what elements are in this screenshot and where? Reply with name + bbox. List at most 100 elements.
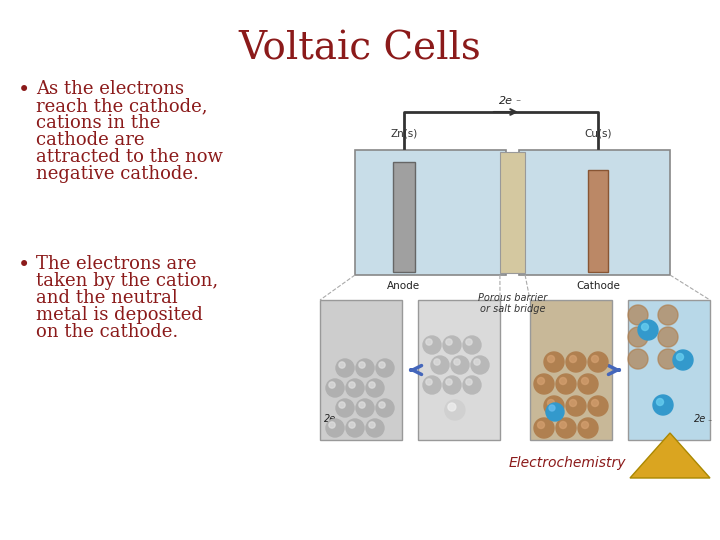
Circle shape xyxy=(463,376,481,394)
Circle shape xyxy=(556,418,576,438)
Circle shape xyxy=(578,374,598,394)
Circle shape xyxy=(628,349,648,369)
Circle shape xyxy=(376,359,394,377)
Text: Zn(s): Zn(s) xyxy=(390,128,418,138)
Circle shape xyxy=(566,396,586,416)
Circle shape xyxy=(329,422,335,428)
Bar xyxy=(355,150,506,275)
Circle shape xyxy=(326,379,344,397)
Circle shape xyxy=(474,359,480,365)
Circle shape xyxy=(658,327,678,347)
Bar xyxy=(519,150,670,275)
Text: Voltaic Cells: Voltaic Cells xyxy=(238,30,482,67)
Text: 2e: 2e xyxy=(499,96,513,106)
Text: negative cathode.: negative cathode. xyxy=(36,165,199,183)
Circle shape xyxy=(336,359,354,377)
Text: The electrons are: The electrons are xyxy=(36,255,197,273)
Circle shape xyxy=(546,403,564,421)
Circle shape xyxy=(556,374,576,394)
Text: ⁻: ⁻ xyxy=(708,417,712,426)
Circle shape xyxy=(538,422,544,429)
Text: 2e: 2e xyxy=(694,414,706,424)
Circle shape xyxy=(534,418,554,438)
Circle shape xyxy=(349,382,355,388)
Text: Anode: Anode xyxy=(387,281,420,291)
Circle shape xyxy=(582,422,588,429)
Circle shape xyxy=(339,362,345,368)
Text: ⁻: ⁻ xyxy=(334,417,338,426)
Text: Electrochemistry: Electrochemistry xyxy=(508,456,626,470)
Circle shape xyxy=(426,339,432,345)
Text: and the neutral: and the neutral xyxy=(36,289,178,307)
Circle shape xyxy=(578,418,598,438)
Circle shape xyxy=(369,422,375,428)
Circle shape xyxy=(658,349,678,369)
Circle shape xyxy=(547,355,554,362)
Circle shape xyxy=(463,336,481,354)
Circle shape xyxy=(349,422,355,428)
Circle shape xyxy=(423,336,441,354)
Text: metal is deposited: metal is deposited xyxy=(36,306,203,324)
Circle shape xyxy=(448,403,456,411)
Text: •: • xyxy=(18,255,30,275)
Circle shape xyxy=(366,379,384,397)
Text: Cu(s): Cu(s) xyxy=(585,128,612,138)
Bar xyxy=(588,170,608,272)
Circle shape xyxy=(592,400,598,407)
Text: reach the cathode,: reach the cathode, xyxy=(36,97,207,115)
Text: 2e: 2e xyxy=(324,414,336,424)
Circle shape xyxy=(653,395,673,415)
Circle shape xyxy=(642,323,649,330)
Text: As the electrons: As the electrons xyxy=(36,80,184,98)
Text: cations in the: cations in the xyxy=(36,114,161,132)
Bar xyxy=(418,300,500,440)
Bar xyxy=(500,152,525,273)
Circle shape xyxy=(566,352,586,372)
Circle shape xyxy=(366,419,384,437)
Circle shape xyxy=(434,359,440,365)
Circle shape xyxy=(451,356,469,374)
Circle shape xyxy=(538,377,544,384)
Circle shape xyxy=(588,396,608,416)
Circle shape xyxy=(658,305,678,325)
Circle shape xyxy=(443,336,461,354)
Circle shape xyxy=(359,362,365,368)
Circle shape xyxy=(657,399,664,406)
Circle shape xyxy=(638,320,658,340)
Circle shape xyxy=(356,399,374,417)
Circle shape xyxy=(379,402,385,408)
Circle shape xyxy=(570,355,577,362)
Circle shape xyxy=(582,377,588,384)
Polygon shape xyxy=(630,433,710,478)
Circle shape xyxy=(379,362,385,368)
Bar xyxy=(393,162,415,272)
Bar xyxy=(628,300,710,440)
Circle shape xyxy=(549,405,555,411)
Circle shape xyxy=(544,396,564,416)
Circle shape xyxy=(359,402,365,408)
Circle shape xyxy=(336,399,354,417)
Circle shape xyxy=(471,356,489,374)
Circle shape xyxy=(673,350,693,370)
Circle shape xyxy=(628,305,648,325)
Circle shape xyxy=(466,339,472,345)
Circle shape xyxy=(326,419,344,437)
Circle shape xyxy=(356,359,374,377)
Text: on the cathode.: on the cathode. xyxy=(36,323,179,341)
Circle shape xyxy=(423,376,441,394)
Circle shape xyxy=(346,419,364,437)
Circle shape xyxy=(454,359,460,365)
Text: attracted to the now: attracted to the now xyxy=(36,148,223,166)
Circle shape xyxy=(588,352,608,372)
Circle shape xyxy=(547,400,554,407)
Circle shape xyxy=(592,355,598,362)
Text: Cathode: Cathode xyxy=(576,281,620,291)
Circle shape xyxy=(559,377,567,384)
Circle shape xyxy=(677,354,683,361)
Circle shape xyxy=(369,382,375,388)
Text: ⁻: ⁻ xyxy=(515,98,520,108)
Circle shape xyxy=(431,356,449,374)
Circle shape xyxy=(466,379,472,385)
Circle shape xyxy=(570,400,577,407)
Circle shape xyxy=(446,339,452,345)
